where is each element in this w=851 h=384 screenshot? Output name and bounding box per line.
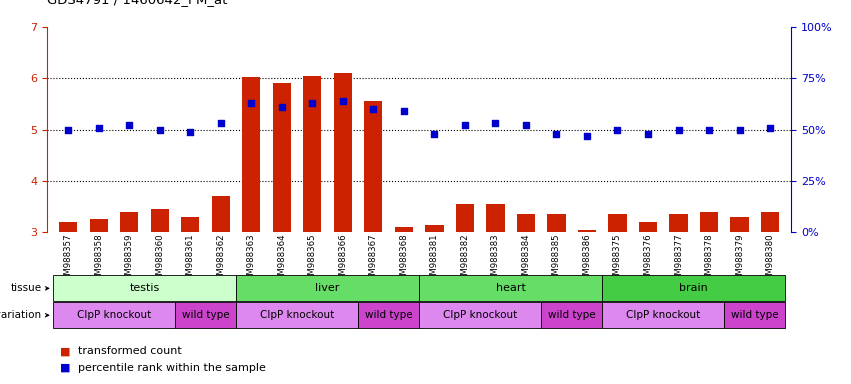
Point [611, 126, 625, 132]
Text: ■: ■ [60, 363, 70, 373]
Point [641, 131, 654, 137]
Text: ClpP knockout: ClpP knockout [77, 310, 151, 320]
Text: wild type: wild type [731, 310, 779, 320]
Bar [395, 227, 413, 232]
Text: GDS4791 / 1460642_PM_at: GDS4791 / 1460642_PM_at [47, 0, 227, 6]
Text: ClpP knockout: ClpP knockout [443, 310, 517, 320]
Text: wild type: wild type [548, 310, 596, 320]
Point [184, 129, 197, 135]
Point [214, 120, 227, 126]
Bar [303, 76, 322, 232]
Bar [272, 83, 291, 232]
Text: percentile rank within the sample: percentile rank within the sample [78, 363, 266, 373]
Bar [181, 217, 199, 232]
Bar [364, 101, 382, 232]
Bar [334, 73, 352, 232]
Text: transformed count: transformed count [78, 346, 182, 356]
Text: brain: brain [679, 283, 708, 293]
Bar [456, 204, 474, 232]
Point [397, 108, 411, 114]
Bar [89, 220, 108, 232]
Point [519, 122, 533, 129]
Bar [608, 214, 626, 232]
Point [763, 124, 777, 131]
Point [367, 106, 380, 112]
Point [702, 126, 716, 132]
Point [61, 126, 75, 132]
Bar [547, 214, 566, 232]
Bar [426, 225, 443, 232]
Text: liver: liver [316, 283, 340, 293]
Text: ■: ■ [60, 346, 70, 356]
Point [275, 104, 288, 110]
Bar [486, 204, 505, 232]
Bar [59, 222, 77, 232]
Bar [517, 214, 535, 232]
Point [244, 100, 258, 106]
Point [427, 131, 441, 137]
Point [458, 122, 471, 129]
Point [550, 131, 563, 137]
Bar [639, 222, 657, 232]
Point [671, 126, 685, 132]
Text: heart: heart [496, 283, 526, 293]
Bar [700, 212, 718, 232]
Text: wild type: wild type [365, 310, 413, 320]
Point [306, 100, 319, 106]
Bar [212, 196, 230, 232]
Text: testis: testis [129, 283, 160, 293]
Bar [120, 212, 139, 232]
Text: tissue: tissue [10, 283, 42, 293]
Bar [243, 77, 260, 232]
Bar [670, 214, 688, 232]
Bar [761, 212, 780, 232]
Bar [151, 209, 168, 232]
Text: wild type: wild type [181, 310, 229, 320]
Point [153, 126, 167, 132]
Point [92, 124, 106, 131]
Text: genotype/variation: genotype/variation [0, 310, 42, 320]
Point [488, 120, 502, 126]
Text: ClpP knockout: ClpP knockout [626, 310, 700, 320]
Point [733, 126, 746, 132]
Point [580, 133, 594, 139]
Text: ClpP knockout: ClpP knockout [260, 310, 334, 320]
Bar [578, 230, 596, 232]
Point [336, 98, 350, 104]
Point [123, 122, 136, 129]
Bar [730, 217, 749, 232]
